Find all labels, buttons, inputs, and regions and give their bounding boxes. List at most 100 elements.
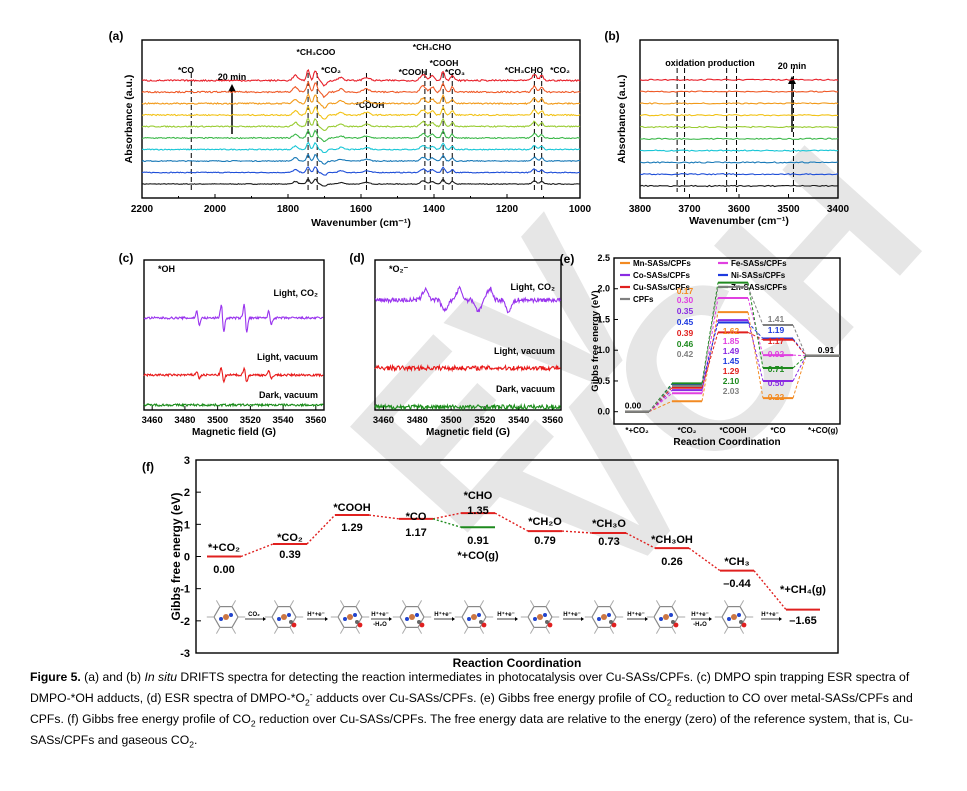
atom-c <box>671 620 675 624</box>
annotation-label: *COOH <box>430 58 459 68</box>
step-value: 1.29 <box>341 522 362 534</box>
value-label: 0.00 <box>625 401 642 411</box>
atom-n <box>353 613 357 617</box>
molecule-structure <box>206 600 246 634</box>
atom-o <box>481 622 487 628</box>
x-tick-label: 3560 <box>542 415 563 426</box>
atom-o <box>741 622 747 628</box>
atom-o <box>611 622 617 628</box>
value-label: 0.42 <box>677 349 694 359</box>
bond <box>213 606 221 618</box>
metal-atom <box>601 614 607 620</box>
connector <box>747 282 764 369</box>
caption-subscript: 2 <box>189 739 194 750</box>
step-value: 1.35 <box>467 505 488 517</box>
molecule-structure <box>330 600 370 634</box>
panel-label-b: (b) <box>604 29 619 43</box>
metal-atom <box>471 614 477 620</box>
bond <box>271 616 279 628</box>
value-label: 0.39 <box>677 328 694 338</box>
atom-n <box>277 617 281 621</box>
spectrum-line <box>141 105 581 120</box>
x-tick-label: 1600 <box>350 204 373 215</box>
x-tick-label: 3400 <box>827 204 850 215</box>
metal-atom <box>731 614 737 620</box>
value-label: 0.30 <box>677 295 694 305</box>
bond <box>655 600 661 607</box>
connector <box>701 282 719 384</box>
bond <box>653 616 661 628</box>
spectrum-line <box>141 166 580 176</box>
panel-a: (a) 2200 2000 1800 1600 1400 1200 1000 Wavenumbe… <box>109 29 592 229</box>
x-axis-label: Magnetic field (G) <box>192 427 276 438</box>
bond <box>739 627 745 634</box>
value-label: 0.92 <box>768 349 785 359</box>
step-value: 0.73 <box>598 536 619 548</box>
value-label: 0.17 <box>677 286 694 296</box>
esr-trace <box>374 285 561 314</box>
bond <box>527 606 535 618</box>
bond <box>337 606 345 618</box>
connector <box>792 354 807 357</box>
atom-o <box>419 622 425 628</box>
panel-b: (b) 3800 3700 3600 3500 3400 Wavenumber (cm⁻¹)… <box>604 29 849 227</box>
value-label: 1.85 <box>723 336 740 346</box>
spectrum-line <box>639 184 839 188</box>
atom-n <box>405 617 409 621</box>
bond <box>479 627 485 634</box>
value-label: 0.50 <box>768 378 785 388</box>
spectrum-line <box>141 80 581 99</box>
step-reagent: H⁺+e⁻ <box>307 611 325 618</box>
x-tick-label: 1000 <box>569 204 592 215</box>
series-label: Dark, vacuum <box>259 390 318 400</box>
step-label: *+CO₂ <box>208 542 240 554</box>
connector <box>701 322 719 385</box>
value-label: 1.41 <box>768 314 785 324</box>
spectrum-line <box>639 161 839 164</box>
y-tick-label: 2.5 <box>597 253 610 263</box>
step-arrow-head <box>389 617 392 621</box>
atom-c <box>609 620 613 624</box>
molecule-structure <box>264 600 304 634</box>
time-label: 20 min <box>778 61 807 71</box>
connector <box>368 514 400 520</box>
bond <box>545 616 553 628</box>
x-tick-label: 3460 <box>142 415 163 426</box>
bond <box>591 606 599 618</box>
panel-d: (d) 3460 3480 3500 3520 3540 3560 Magnetic fiel… <box>349 251 563 438</box>
bond <box>721 606 729 618</box>
bond <box>399 616 407 628</box>
atom-c <box>417 620 421 624</box>
series-label: Light, CO₂ <box>511 282 556 292</box>
annotation-label: *CH₃CHO <box>413 42 452 52</box>
spectrum-line <box>141 117 581 131</box>
step-label: *CH₃OH <box>651 534 693 546</box>
esr-trace <box>143 366 324 384</box>
connector <box>792 355 807 399</box>
legend-label: Fe-SASs/CPFs <box>731 259 787 268</box>
step-reagent: H⁺+e⁻ <box>563 611 581 618</box>
x-tick-label: 3480 <box>174 415 195 426</box>
y-axis-label: Absorbance (a.u.) <box>123 75 135 164</box>
bond <box>479 616 487 628</box>
y-tick-label: 0 <box>184 552 190 564</box>
y-tick-label: 1.0 <box>597 345 610 355</box>
atom-o <box>673 622 679 628</box>
connector <box>792 324 807 356</box>
category-label: *+CO(g) <box>808 426 838 435</box>
bond <box>721 616 729 628</box>
bond <box>609 627 615 634</box>
value-label: 0.71 <box>768 364 785 374</box>
step-value: 0.79 <box>534 535 555 547</box>
bond <box>527 616 535 628</box>
step-arrow-head <box>515 617 518 621</box>
molecule-structure <box>646 600 686 634</box>
series-label: Light, vacuum <box>257 352 318 362</box>
atom-n <box>727 617 731 621</box>
step-arrow-head <box>779 617 782 621</box>
caption-subscript: 2 <box>304 697 310 708</box>
atom-n <box>343 617 347 621</box>
x-tick-label: 3600 <box>728 204 751 215</box>
panel-label: (c) <box>119 251 134 265</box>
connector <box>792 339 807 357</box>
